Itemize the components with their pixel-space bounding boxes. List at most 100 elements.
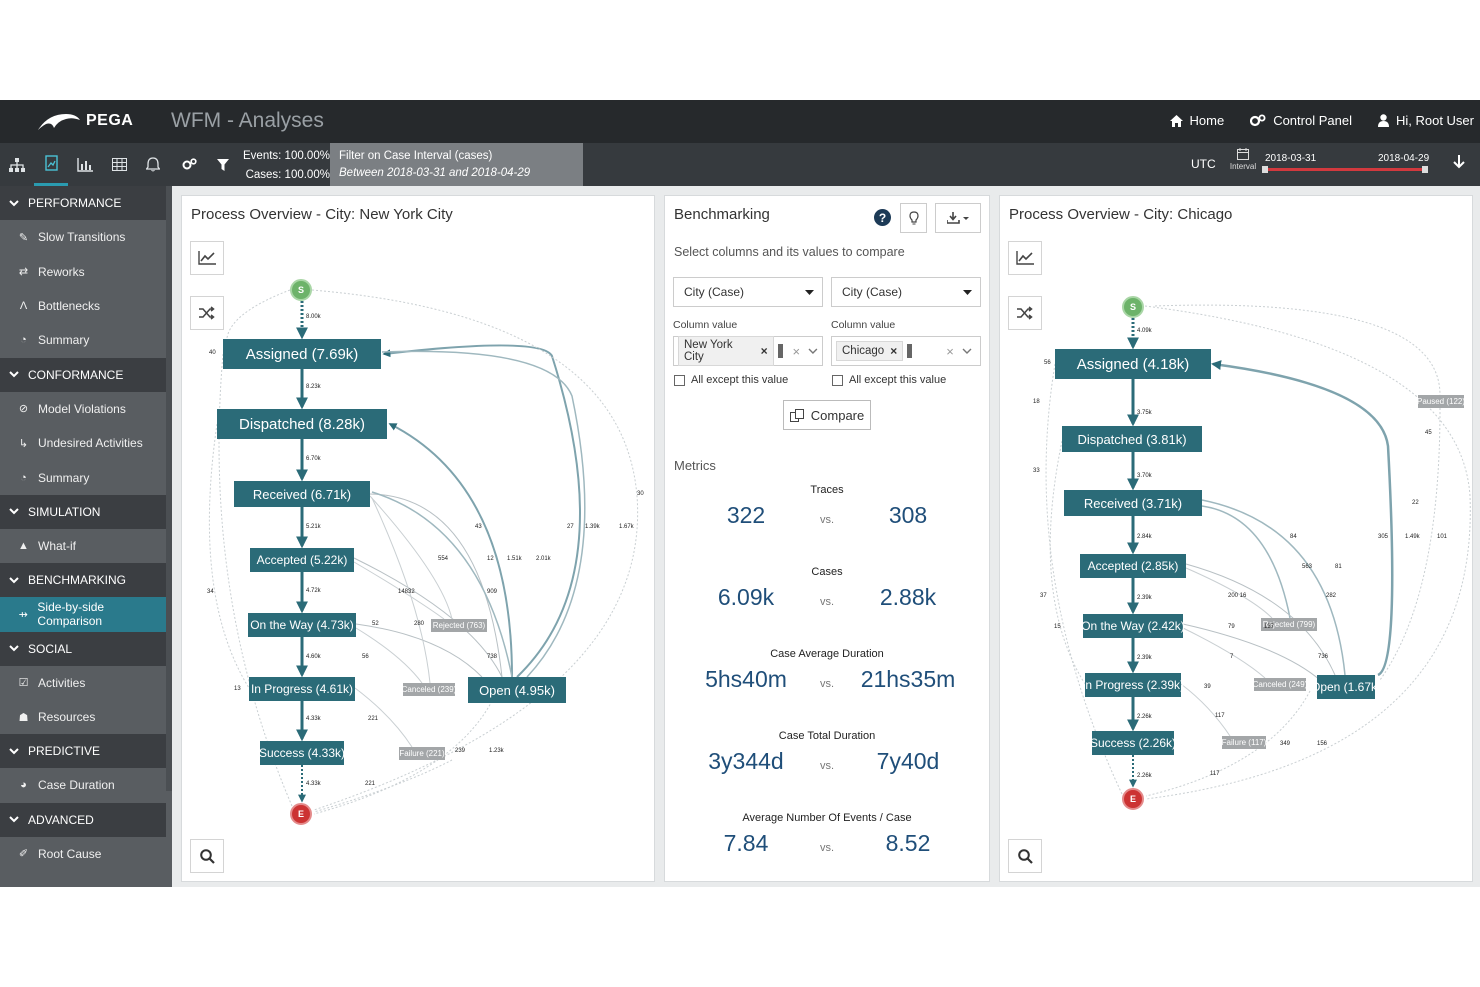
- statistics-tab[interactable]: [68, 143, 102, 186]
- filter-detail: Between 2018-03-31 and 2018-04-29: [339, 167, 531, 179]
- activity-node-open[interactable]: Open (4.95k): [468, 677, 566, 703]
- sidebar-item-case-duration[interactable]: ◕ Case Duration: [0, 768, 166, 802]
- activity-node-paused[interactable]: Paused (122): [1416, 395, 1466, 408]
- active-filter[interactable]: Filter on Case Interval (cases) Between …: [330, 143, 583, 186]
- transition-edge: [381, 350, 586, 678]
- sidebar-item-root-cause[interactable]: ✐ Root Cause: [0, 837, 166, 871]
- help-icon[interactable]: ?: [874, 209, 891, 226]
- activity-node-received[interactable]: Received (3.71k): [1064, 490, 1202, 516]
- zoom-button[interactable]: [190, 839, 224, 873]
- activity-node-onway[interactable]: On the Way (2.42k): [1081, 614, 1185, 638]
- except-checkbox-2[interactable]: All except this value: [832, 374, 946, 386]
- activity-node-canceled[interactable]: Canceled (249): [1252, 678, 1308, 691]
- activity-node-inprogress[interactable]: In Progress (4.61k): [249, 677, 355, 701]
- filter-title: Filter on Case Interval (cases): [339, 150, 493, 162]
- remove-tag-icon[interactable]: ×: [760, 344, 768, 358]
- sidebar-item-model-violations[interactable]: ⊘ Model Violations: [0, 392, 166, 426]
- benchmarking-panel: Benchmarking ? Select columns and its va…: [664, 195, 990, 882]
- column-value-input-2[interactable]: Chicago × ×: [831, 336, 981, 366]
- compare-label: Compare: [810, 407, 865, 423]
- sidebar-section-performance[interactable]: PERFORMANCE: [0, 186, 166, 220]
- export-button[interactable]: [935, 203, 981, 233]
- activity-node-accepted[interactable]: Accepted (5.22k): [250, 548, 354, 572]
- activity-node-failure[interactable]: Failure (117): [1221, 736, 1267, 749]
- remove-tag-icon[interactable]: ×: [890, 344, 898, 358]
- activity-node-accepted[interactable]: Accepted (2.85k): [1080, 554, 1186, 578]
- table-tab[interactable]: [102, 143, 136, 186]
- chart-toggle-button[interactable]: [190, 241, 224, 275]
- sidebar-section-social[interactable]: SOCIAL: [0, 631, 166, 666]
- clear-icon[interactable]: ×: [946, 343, 954, 359]
- chevron-down-icon[interactable]: [808, 348, 818, 354]
- sidebar-section-advanced[interactable]: ADVANCED: [0, 802, 166, 837]
- activity-node-assigned[interactable]: Assigned (4.18k): [1055, 349, 1211, 379]
- activity-node-rejected[interactable]: Rejected (799): [1261, 618, 1317, 631]
- activity-node-failure[interactable]: Failure (221): [399, 747, 445, 760]
- edge-frequency-label: 4.60k: [306, 654, 321, 660]
- control-panel-link[interactable]: Control Panel: [1250, 113, 1352, 128]
- analyses-tab[interactable]: [34, 143, 68, 186]
- sidebar-item-slow-transitions[interactable]: ✎ Slow Transitions: [0, 220, 166, 254]
- sidebar-item-summary[interactable]: ◔ Summary: [0, 460, 166, 494]
- shuffle-layout-button[interactable]: [190, 296, 224, 330]
- sidebar-scrollbar[interactable]: [166, 186, 172, 791]
- filter-button[interactable]: [206, 143, 240, 186]
- activity-node-success[interactable]: Success (2.26k): [1090, 731, 1176, 755]
- chevron-down-icon[interactable]: [962, 348, 972, 354]
- sidebar-item-label: What-if: [38, 538, 77, 553]
- activity-node-onway[interactable]: On the Way (4.73k): [248, 613, 356, 637]
- sidebar-item-bottlenecks[interactable]: Λ Bottlenecks: [0, 289, 166, 323]
- sidebar-item-side-by-side-comparison[interactable]: ⇸ Side-by-side Comparison: [0, 597, 166, 632]
- column-select-2[interactable]: City (Case): [831, 277, 981, 307]
- insight-button[interactable]: [900, 203, 927, 233]
- zoom-button[interactable]: [1008, 839, 1042, 873]
- activity-node-rejected[interactable]: Rejected (763): [431, 619, 487, 632]
- edge-frequency-label: 221: [365, 781, 376, 787]
- edge-frequency-label: 3.70k: [1137, 473, 1152, 479]
- except-checkbox-1[interactable]: All except this value: [674, 374, 788, 386]
- interval-control[interactable]: Interval: [1228, 148, 1258, 171]
- activity-node-dispatched[interactable]: Dispatched (3.81k): [1062, 426, 1202, 452]
- sidebar-section-simulation[interactable]: SIMULATION: [0, 494, 166, 529]
- alerts-tab[interactable]: [136, 143, 170, 186]
- activity-node-success[interactable]: Success (4.33k): [259, 741, 345, 765]
- sidebar-item-activities[interactable]: ☑ Activities: [0, 666, 166, 700]
- edge-frequency-label: 30: [637, 491, 644, 497]
- activity-node-canceled[interactable]: Canceled (239): [401, 683, 457, 696]
- column-value-input-1[interactable]: New York City × ×: [673, 336, 823, 366]
- clear-icon[interactable]: ×: [792, 343, 801, 359]
- activity-node-received[interactable]: Received (6.71k): [234, 481, 370, 507]
- sidebar-section-benchmarking[interactable]: BENCHMARKING: [0, 563, 166, 598]
- metric-vs: vs.: [819, 514, 835, 526]
- sidebar-section-conformance[interactable]: CONFORMANCE: [0, 357, 166, 392]
- compare-button[interactable]: Compare: [783, 400, 871, 430]
- activity-node-assigned[interactable]: Assigned (7.69k): [223, 339, 381, 369]
- pega-wing-icon: [38, 114, 80, 130]
- sidebar-item-reworks[interactable]: ⇄ Reworks: [0, 254, 166, 288]
- checkbox-2[interactable]: [832, 374, 843, 386]
- activity-node-inprogress[interactable]: In Progress (2.39k): [1082, 673, 1184, 697]
- activity-node-dispatched[interactable]: Dispatched (8.28k): [217, 409, 387, 439]
- sidebar-section-predictive[interactable]: PREDICTIVE: [0, 734, 166, 769]
- chart-toggle-button[interactable]: [1008, 241, 1042, 275]
- column-select-1[interactable]: City (Case): [673, 277, 823, 307]
- metric-value-right: 8.52: [885, 830, 931, 856]
- range-start-handle[interactable]: [1262, 166, 1268, 173]
- settings-button[interactable]: [172, 143, 206, 186]
- sidebar-item-resources[interactable]: ☗ Resources: [0, 700, 166, 734]
- pega-logo[interactable]: PEGA: [36, 110, 133, 132]
- user-menu[interactable]: Hi, Root User: [1377, 113, 1474, 128]
- sidebar-item-undesired-activities[interactable]: ↳ Undesired Activities: [0, 426, 166, 460]
- range-end-handle[interactable]: [1422, 166, 1428, 173]
- home-link[interactable]: Home: [1169, 113, 1224, 128]
- sidebar-item-icon: Λ: [19, 299, 28, 312]
- activity-node-open[interactable]: Open (1.67k): [1311, 675, 1381, 699]
- sidebar-item-what-if[interactable]: ▲ What-if: [0, 529, 166, 563]
- process-map-tab[interactable]: [0, 143, 34, 186]
- sidebar-item-summary[interactable]: ◔ Summary: [0, 323, 166, 357]
- home-icon: [1169, 114, 1183, 127]
- shuffle-layout-button[interactable]: [1008, 296, 1042, 330]
- expand-button[interactable]: [1453, 155, 1465, 174]
- checkbox-1[interactable]: [674, 374, 685, 386]
- date-range-slider[interactable]: [1262, 166, 1428, 173]
